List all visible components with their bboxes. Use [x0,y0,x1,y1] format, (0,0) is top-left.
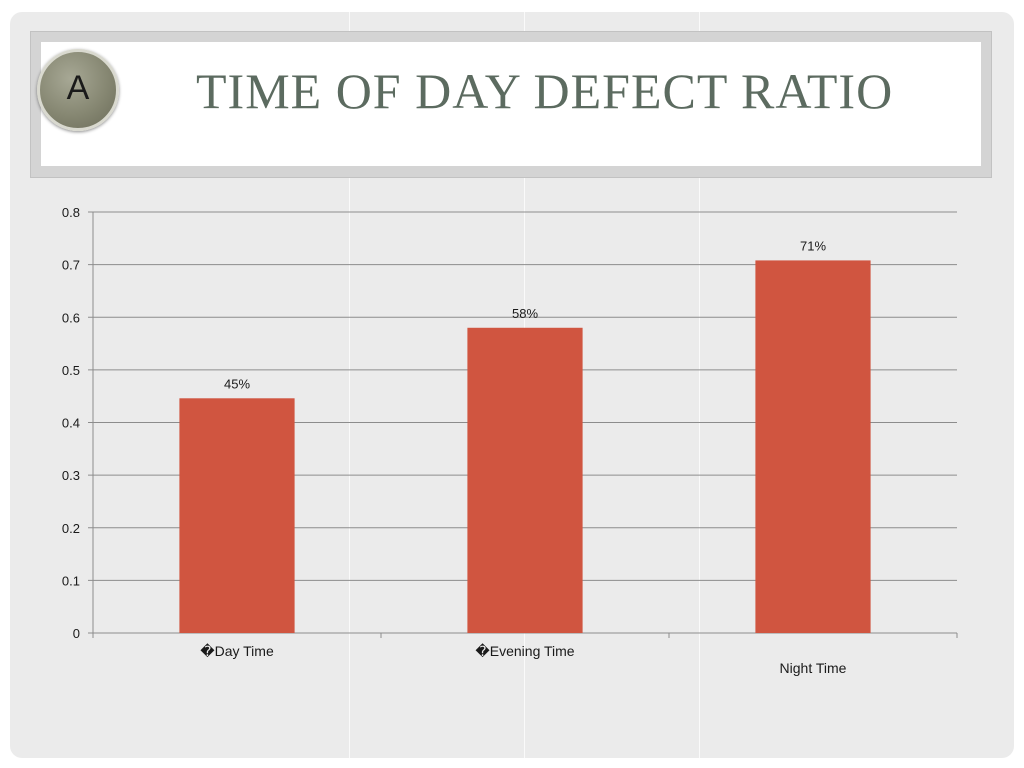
background-stripe [349,12,350,758]
data-label: 45% [224,376,250,391]
y-tick-label: 0.1 [62,573,80,588]
slide-title: TIME OF DAY DEFECT RATIO [196,63,894,119]
data-label: 58% [512,306,538,321]
background-stripe [699,12,700,758]
y-tick-label: 0.4 [62,416,80,431]
title-panel [41,42,981,166]
bar [467,327,583,633]
x-category-label: �Day Time [200,643,274,659]
y-tick-label: 0.2 [62,521,80,536]
x-category-label: Night Time [780,660,847,676]
y-tick-label: 0.3 [62,468,80,483]
title-frame [30,31,992,178]
section-badge-letter: A [66,69,90,107]
x-category-label: �Evening Time [475,643,574,659]
section-badge: A [37,49,119,131]
y-tick-label: 0 [73,626,80,641]
bar [755,260,871,633]
y-tick-label: 0.5 [62,363,80,378]
y-tick-label: 0.6 [62,310,80,325]
bar [179,398,295,633]
y-tick-label: 0.8 [62,205,80,220]
y-tick-label: 0.7 [62,258,80,273]
data-label: 71% [800,238,826,253]
